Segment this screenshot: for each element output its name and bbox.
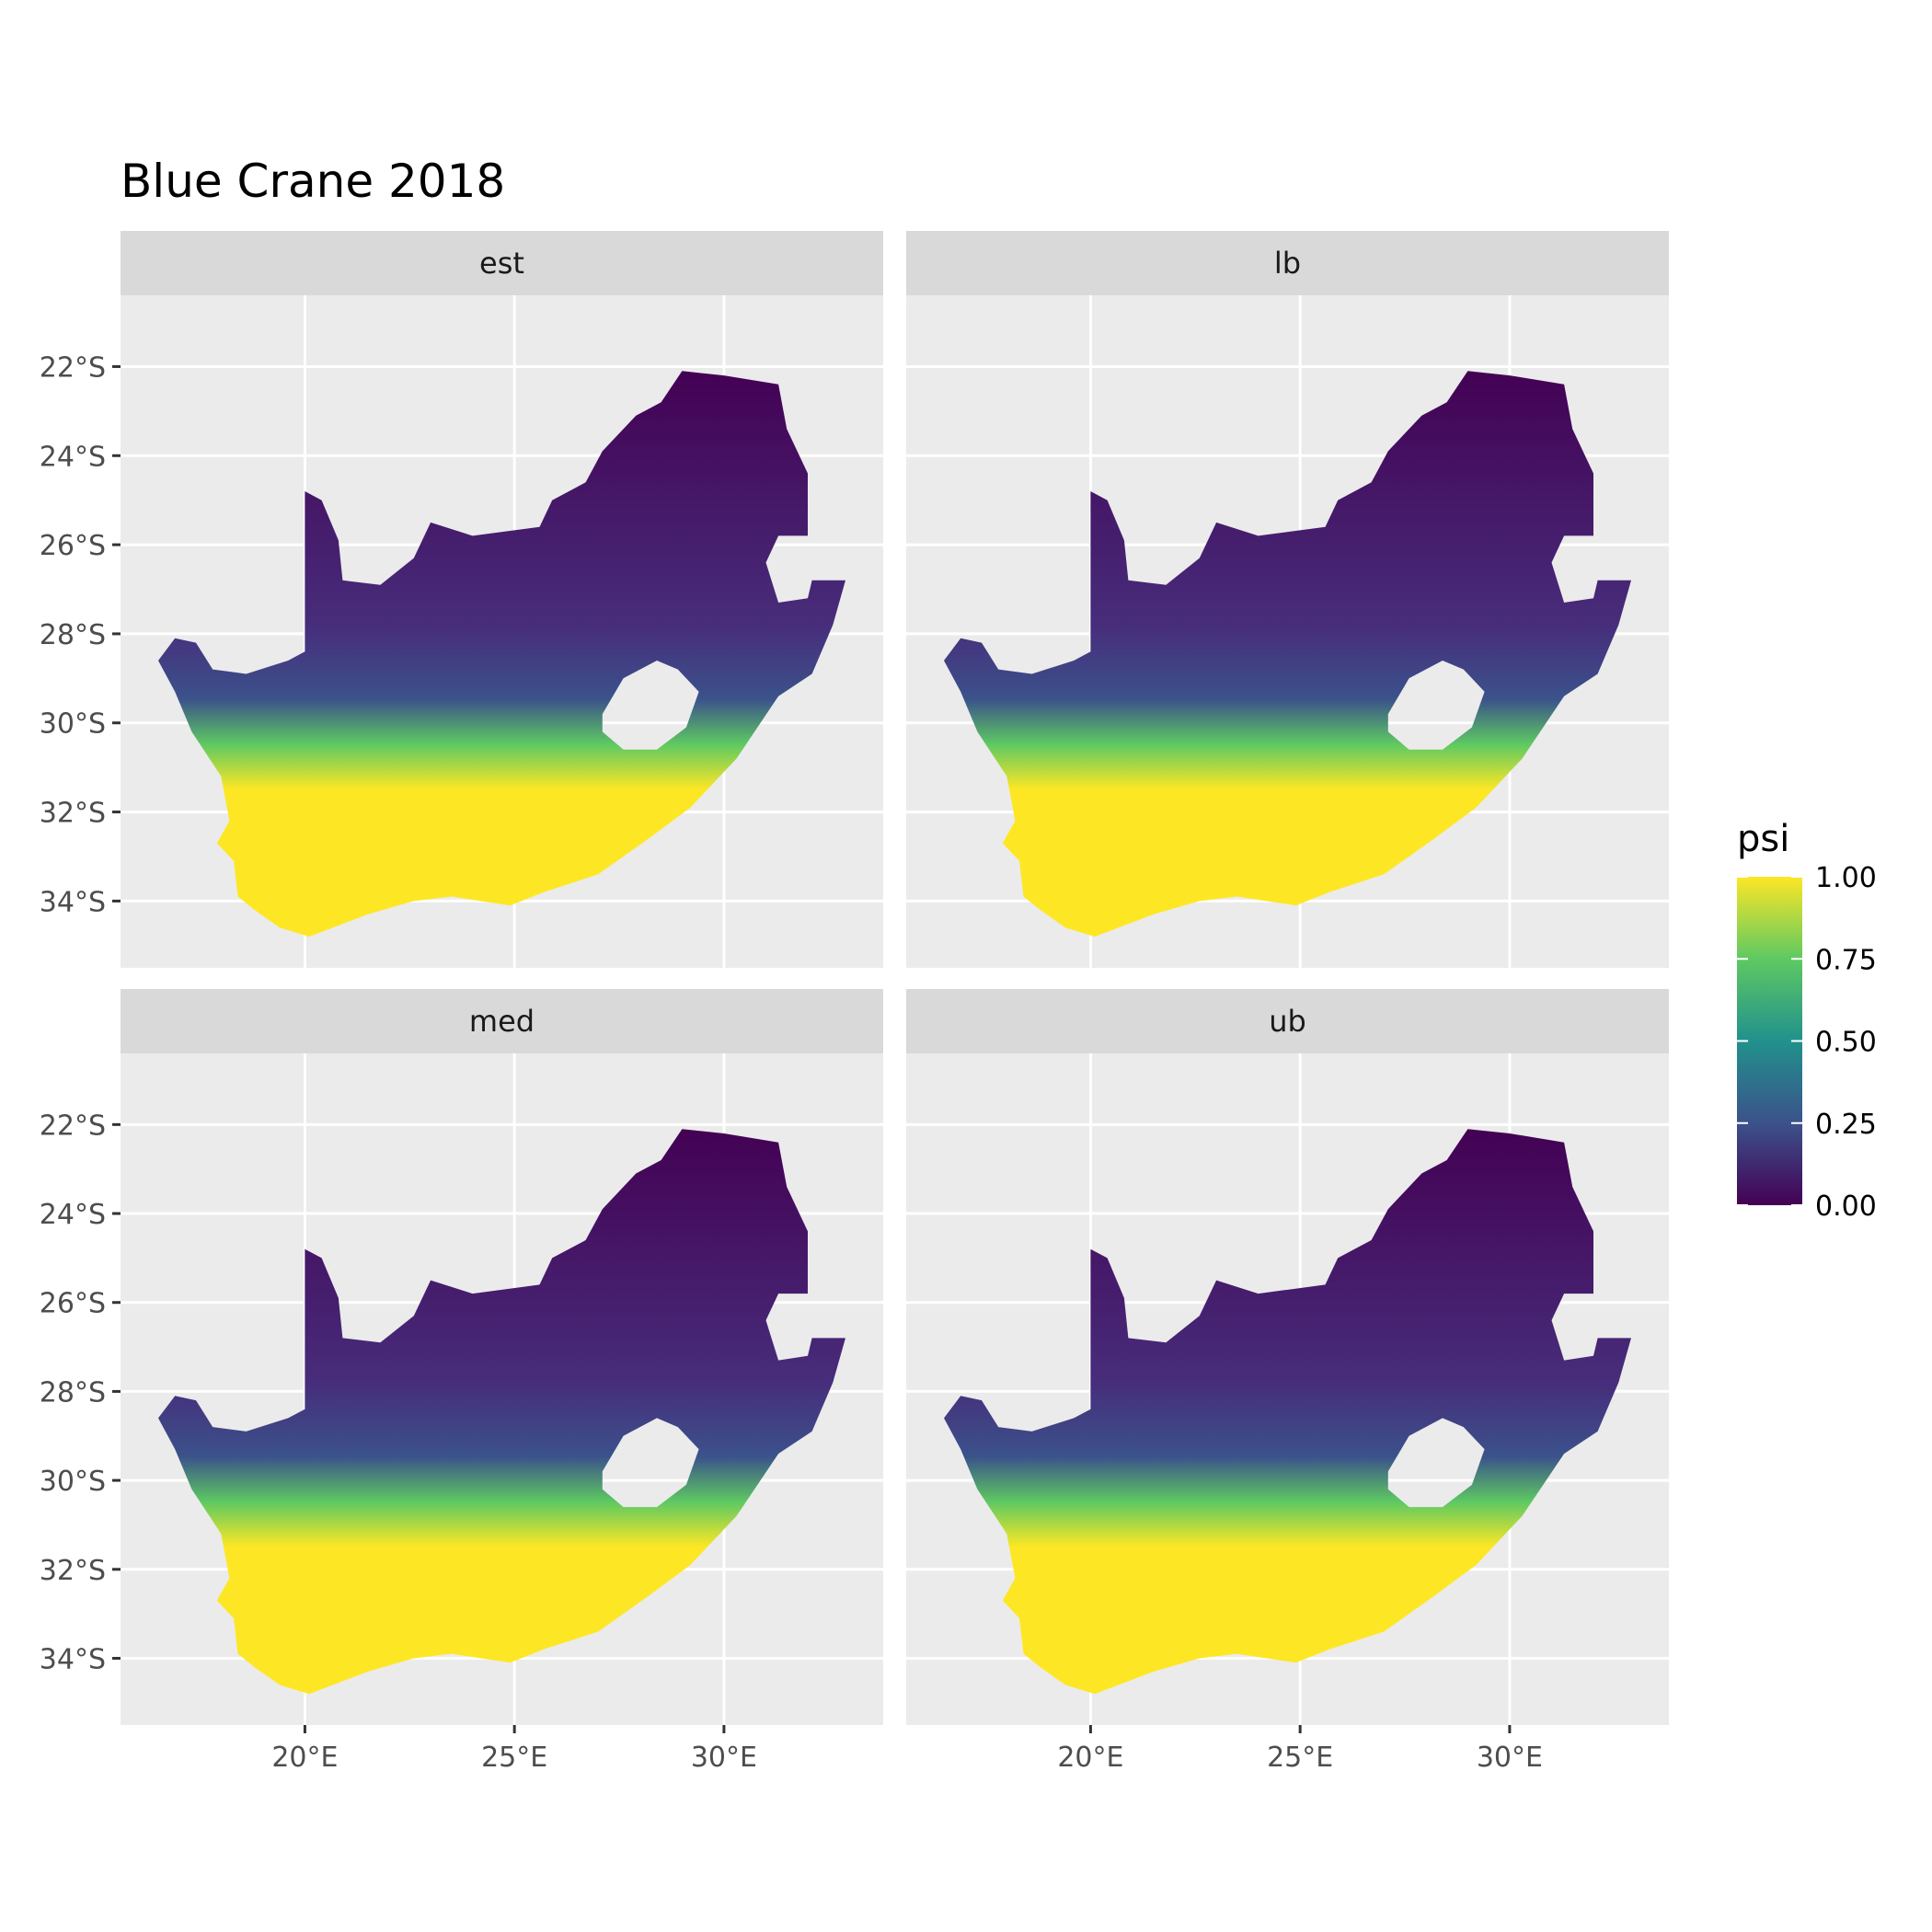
y-tick-label: 32°S xyxy=(40,1555,106,1587)
figure-title: Blue Crane 2018 xyxy=(121,155,505,208)
strip-label-med: med xyxy=(469,1004,535,1039)
legend-tick-label: 0.50 xyxy=(1815,1027,1877,1059)
panel-med: med 22°S 24°S 26°S 28°S 30°S 32°S 34°S 20°E 25°E 3… xyxy=(40,989,883,1774)
y-tick-label: 30°S xyxy=(40,708,106,741)
y-tick-label: 22°S xyxy=(40,1110,106,1142)
strip-est xyxy=(121,231,883,295)
panel-lb: lb xyxy=(906,231,1669,968)
strip-med xyxy=(121,989,883,1053)
map-region-lb xyxy=(944,371,1631,937)
map-region-ub xyxy=(944,1129,1631,1695)
legend-tick-label: 0.25 xyxy=(1815,1109,1877,1141)
y-tick-label: 24°S xyxy=(40,1199,106,1231)
y-tick-label: 30°S xyxy=(40,1466,106,1498)
y-tick-label: 26°S xyxy=(40,530,106,562)
y-tick-label: 28°S xyxy=(40,619,106,651)
x-tick-label: 20°E xyxy=(271,1742,338,1774)
panels-layer: est 22°S 24°S 26°S 28°S 30°S 32°S 34°S lb med 22°S… xyxy=(40,231,1669,1774)
x-tick-label: 30°E xyxy=(691,1742,757,1774)
y-tick-label: 28°S xyxy=(40,1376,106,1409)
legend-ticks: 1.00 0.75 0.50 0.25 0.00 xyxy=(1737,862,1877,1223)
strip-ub xyxy=(906,989,1669,1053)
y-tick-label: 22°S xyxy=(40,351,106,384)
x-tick-label: 25°E xyxy=(1267,1742,1333,1774)
legend-title: psi xyxy=(1737,818,1789,860)
panel-ub: ub 20°E 25°E 30°E xyxy=(906,989,1669,1774)
y-tick-label: 34°S xyxy=(40,1643,106,1675)
y-tick-label: 32°S xyxy=(40,798,106,830)
x-tick-label: 20°E xyxy=(1057,1742,1123,1774)
map-region-est xyxy=(158,371,845,937)
x-tick-label: 30°E xyxy=(1477,1742,1543,1774)
strip-label-est: est xyxy=(479,246,524,281)
y-tick-label: 24°S xyxy=(40,441,106,473)
panel-est: est 22°S 24°S 26°S 28°S 30°S 32°S 34°S xyxy=(40,231,883,968)
legend-tick-label: 1.00 xyxy=(1815,862,1877,894)
strip-lb xyxy=(906,231,1669,295)
y-tick-label: 34°S xyxy=(40,886,106,918)
legend-tick-label: 0.75 xyxy=(1815,944,1877,976)
strip-label-ub: ub xyxy=(1269,1004,1306,1039)
x-tick-label: 25°E xyxy=(481,1742,547,1774)
legend: psi 1.00 0.75 0.50 0.25 0.00 xyxy=(1737,818,1877,1223)
strip-label-lb: lb xyxy=(1274,246,1301,281)
y-tick-label: 26°S xyxy=(40,1288,106,1320)
map-region-med xyxy=(158,1129,845,1695)
legend-tick-label: 0.00 xyxy=(1815,1190,1877,1223)
